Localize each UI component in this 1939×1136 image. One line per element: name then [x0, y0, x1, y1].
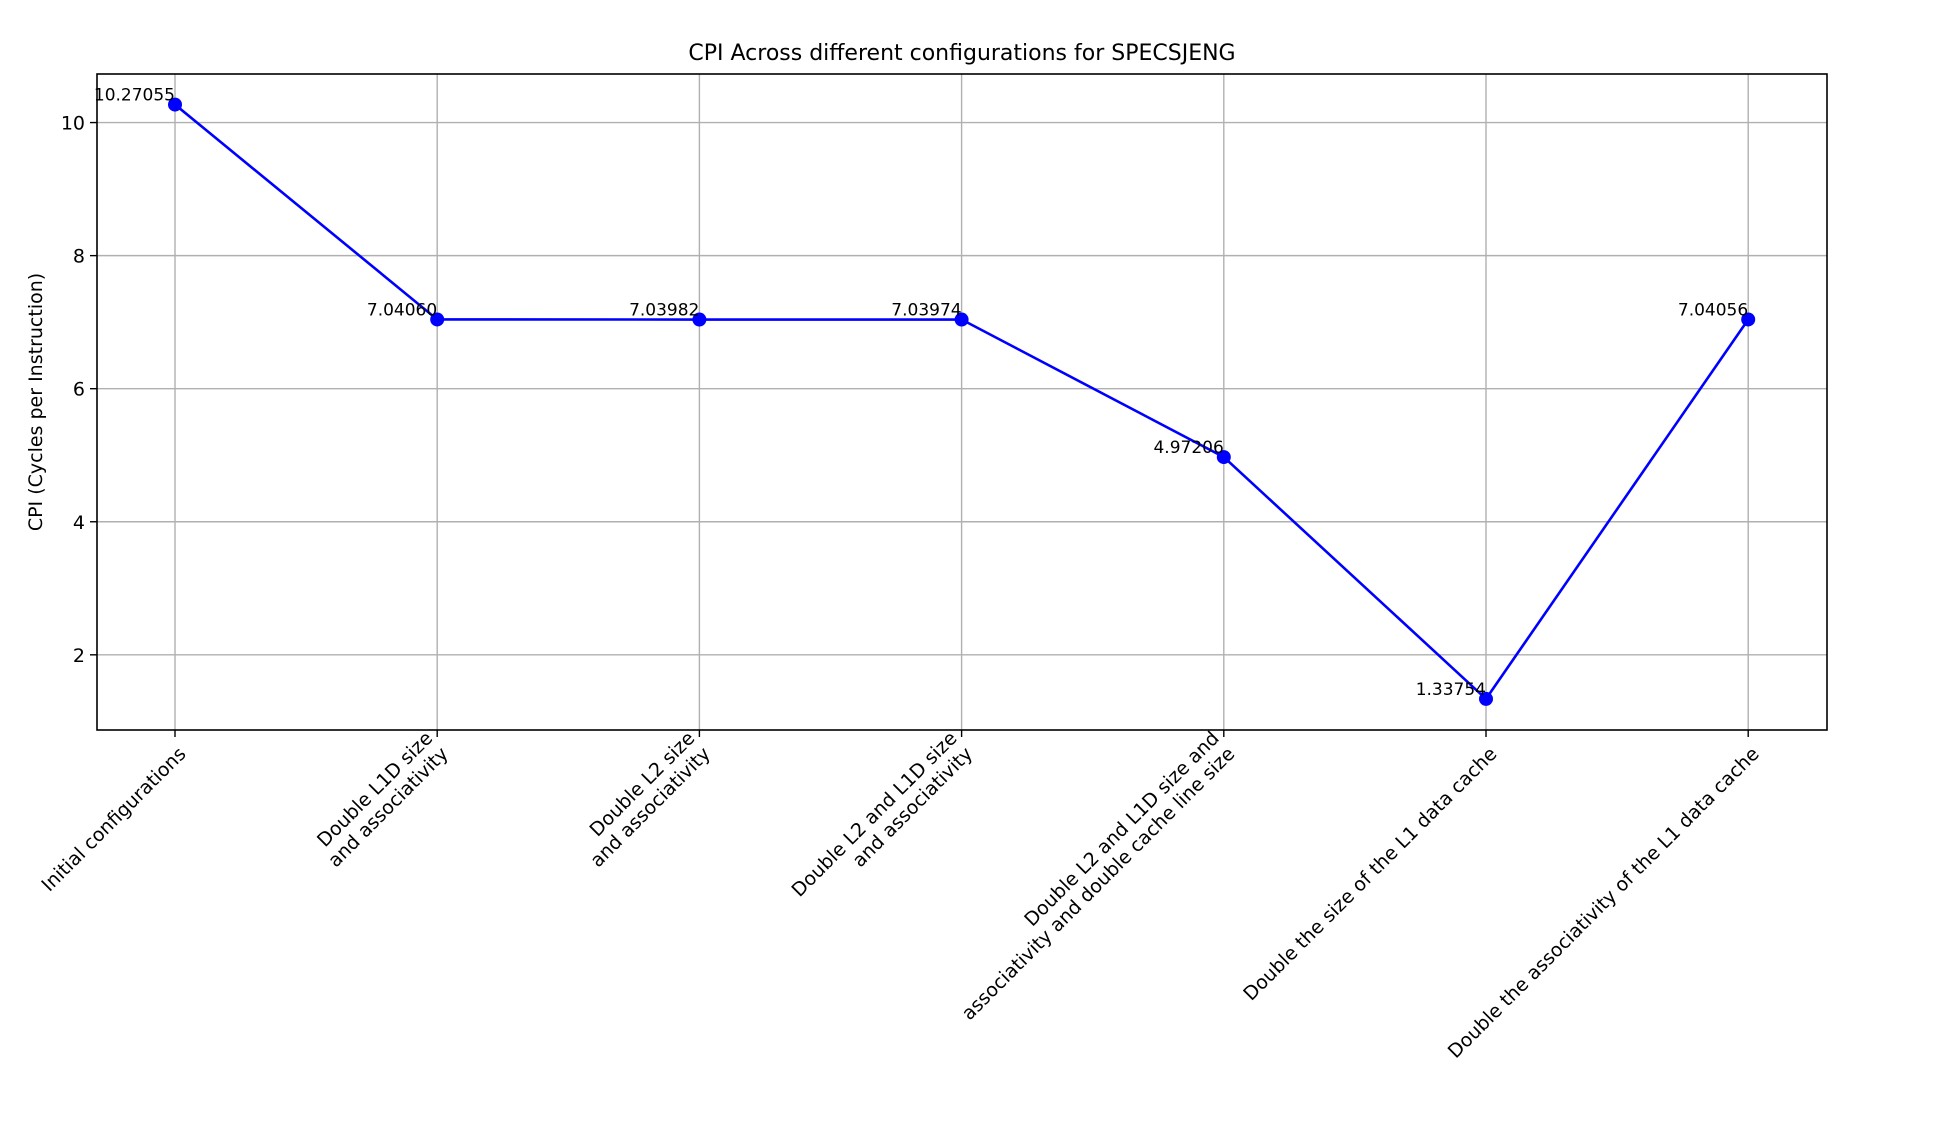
data-point [1216, 450, 1231, 465]
x-tick-label: Double L2 sizeand associativity [571, 727, 715, 871]
data-point [692, 312, 707, 327]
x-tick-label-line: associativity and double cache line size [958, 743, 1240, 1025]
x-tick-label: Double L2 and L1D size andassociativity … [942, 727, 1239, 1024]
data-label: 1.33754 [1416, 680, 1486, 700]
y-tick-label: 6 [73, 379, 85, 401]
chart-title: CPI Across different configurations for … [688, 41, 1235, 66]
x-tick-label: Double the associativity of the L1 data … [1444, 743, 1764, 1063]
data-point [1741, 312, 1756, 327]
x-tick-label-line: Double the associativity of the L1 data … [1444, 743, 1764, 1063]
x-tick-label: Double L1D sizeand associativity [308, 727, 452, 871]
y-tick-label: 2 [73, 645, 85, 667]
x-tick-label: Initial configurations [37, 743, 190, 896]
x-tick-label-line: Initial configurations [37, 743, 190, 896]
y-tick-label: 8 [73, 246, 85, 268]
data-point [1479, 691, 1493, 706]
data-label: 7.03982 [629, 301, 699, 321]
grid-lines [97, 74, 1827, 730]
y-tick-label: 4 [73, 512, 85, 534]
data-label: 7.03974 [891, 301, 961, 321]
data-label: 7.04056 [1678, 300, 1748, 320]
y-tick-label: 10 [61, 113, 85, 135]
data-labels: 10.27055 7.04060 7.03982 7.03974 4.97206 1.33… [94, 86, 1748, 700]
data-label: 4.97206 [1153, 438, 1223, 458]
plot-frame [96, 73, 1828, 731]
x-tick-label: Double L2 and L1D sizeand associativity [788, 727, 978, 917]
x-tick-label-line: Double the size of the L1 data cache [1239, 743, 1501, 1005]
data-label: 10.27055 [94, 86, 175, 106]
x-tick-label: Double the size of the L1 data cache [1239, 743, 1501, 1005]
x-tick-label-line: Double L2 and L1D size and [1020, 727, 1224, 931]
data-point [430, 312, 445, 327]
y-axis-label: CPI (Cycles per Instruction) [25, 273, 47, 531]
data-point [168, 97, 182, 112]
x-tick-label-line: Double L2 and L1D size [788, 727, 962, 901]
data-point [954, 312, 969, 327]
series-cpi [168, 97, 1756, 706]
data-label: 7.04060 [367, 300, 437, 320]
